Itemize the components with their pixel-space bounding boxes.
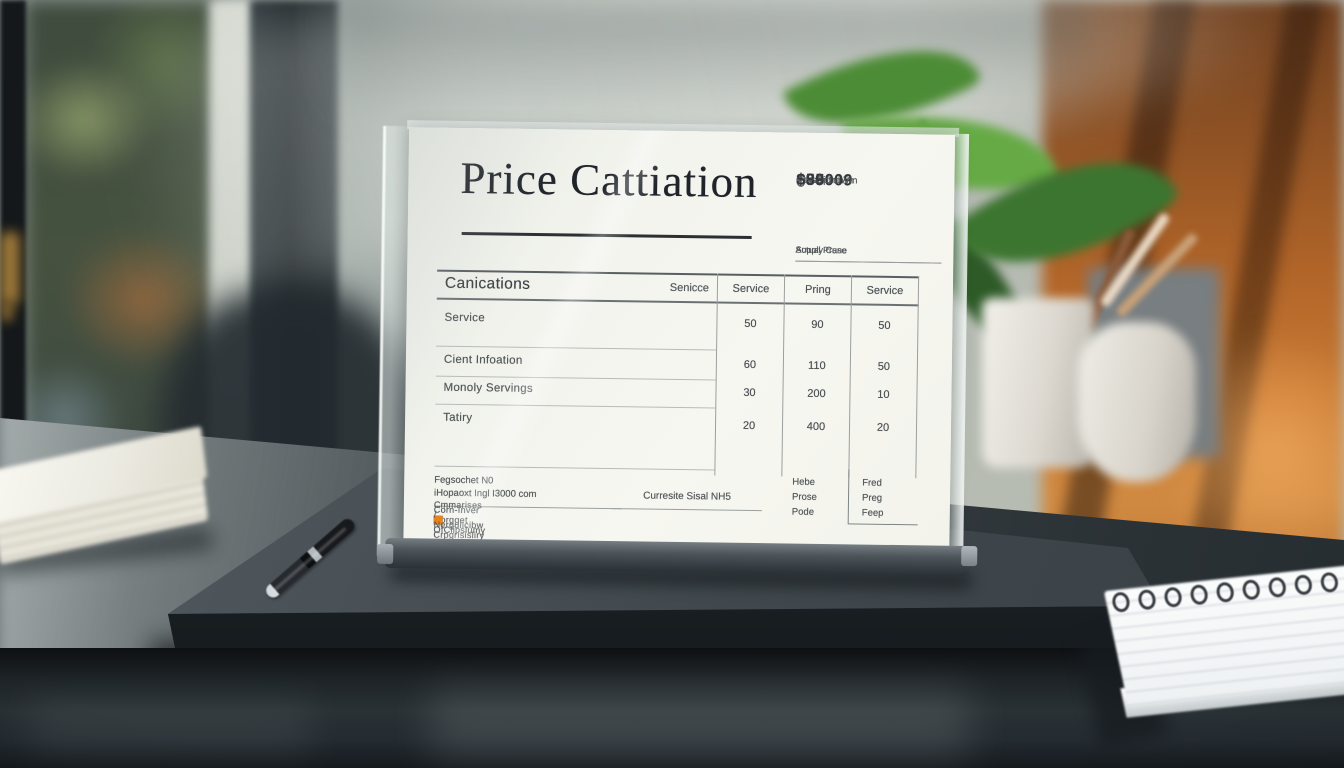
table-subheader: Senicce xyxy=(669,281,710,295)
table-cell: 20 xyxy=(742,419,756,433)
row-label: Cient Infoation xyxy=(443,353,523,367)
row-label: Monoly Servings xyxy=(443,381,534,395)
footer-center-rule xyxy=(611,508,762,512)
table-cell: 200 xyxy=(807,387,826,401)
footer-divider xyxy=(847,469,850,524)
table-cell: 20 xyxy=(876,421,890,434)
footer-word: Prose xyxy=(791,491,817,503)
sign-title: Price Cattiation xyxy=(460,152,758,208)
table-column-line xyxy=(714,273,719,476)
legend: Corn-Inver Norgget OfClipslumy Cmmarises… xyxy=(433,500,913,541)
column-header: Pring xyxy=(805,283,831,297)
table-column-line xyxy=(848,275,853,478)
legend-label: Cmmarises / Nergulicibw Crpgrisisliry xyxy=(433,499,485,541)
footer-word: Pode xyxy=(791,506,815,518)
table-column-line xyxy=(915,276,920,479)
table-title: Canications xyxy=(444,274,531,293)
fill-field: Supply Case xyxy=(795,244,942,264)
footer-center-note: Curresite Sisal NH5 xyxy=(643,490,732,503)
column-header: Service xyxy=(732,282,770,296)
table-header-rule xyxy=(436,297,919,306)
footer-word: Preg xyxy=(861,492,883,504)
pencil-cup xyxy=(1078,322,1196,482)
summary-price: $89 xyxy=(796,171,825,189)
summary-block: ✓ Pay Sign Vin $35 ✓ Pruse Duo $50009 ✓ … xyxy=(796,169,943,189)
fill-field-label: Supply Case xyxy=(795,244,847,256)
table-cell: 10 xyxy=(877,388,890,401)
table-cell: 60 xyxy=(743,358,757,372)
table-cell: 30 xyxy=(743,386,756,400)
footer-right-col1: Hebe Prose Pode xyxy=(792,475,843,521)
table-cell: 50 xyxy=(878,319,891,332)
desk-reflection xyxy=(30,700,310,755)
table-cell: 50 xyxy=(877,360,891,373)
footer-right-col2: Fred Preg Feep xyxy=(862,476,918,522)
brass-knob xyxy=(0,300,14,322)
footer-contact: Fegsochet N0 iHopaoxt Ingl I3000 com xyxy=(434,474,624,503)
table-column-line xyxy=(781,274,786,477)
acrylic-sign-holder: Price Cattiation ✓ Pay Sign Vin $35 ✓ Pr… xyxy=(377,114,984,597)
row-rule xyxy=(434,465,715,471)
table-cell: 90 xyxy=(811,318,824,332)
column-header: Service xyxy=(866,284,904,298)
title-underline xyxy=(461,231,752,239)
sign-reflection xyxy=(430,688,970,760)
footer-word: Feep xyxy=(861,507,884,519)
footer-word: Fred xyxy=(862,477,882,489)
price-sheet: Price Cattiation ✓ Pay Sign Vin $35 ✓ Pr… xyxy=(403,127,956,547)
fill-in-fields: Actual Prune Supply Case xyxy=(795,244,942,264)
sign-base-foot xyxy=(961,545,978,567)
row-rule xyxy=(436,345,717,351)
table-cell: 110 xyxy=(808,359,826,373)
table-cell: 50 xyxy=(744,317,757,331)
wall-shadow xyxy=(330,0,1090,120)
row-label: Service xyxy=(444,311,486,325)
row-rule xyxy=(435,403,716,409)
row-label: Tatiry xyxy=(443,411,473,425)
sign-base-foot xyxy=(377,543,394,565)
price-table: Canications Senicce Service Pring Servic… xyxy=(434,269,920,481)
row-rule xyxy=(435,375,716,381)
summary-row: ✓ Pnoarpt d Vin $89 xyxy=(796,169,942,194)
brass-handle xyxy=(0,232,20,304)
footer-word: Hebe xyxy=(792,476,816,488)
table-cell: 400 xyxy=(806,420,826,434)
plant-pot xyxy=(982,298,1094,468)
